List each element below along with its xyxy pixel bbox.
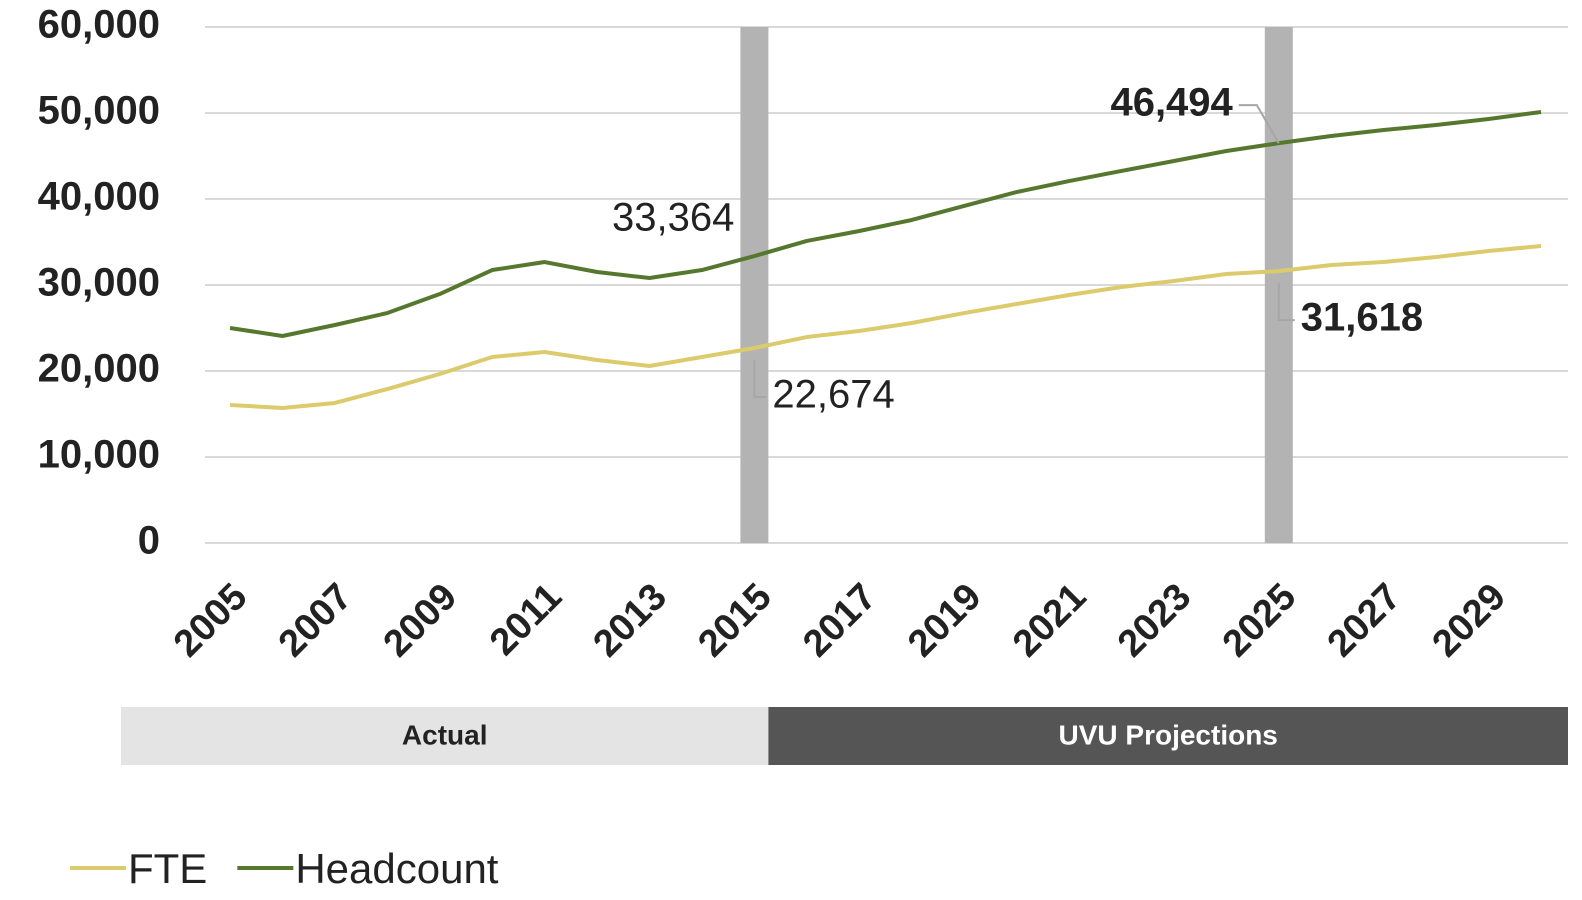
series-line xyxy=(229,244,1542,410)
x-tick-label: 2023 xyxy=(1110,576,1199,665)
leader-line xyxy=(1238,104,1280,144)
x-tick-label: 2017 xyxy=(795,576,884,665)
y-tick-label: 10,000 xyxy=(38,433,160,477)
period-band xyxy=(121,707,769,765)
x-tick-label: 2015 xyxy=(690,576,779,665)
x-tick-label: 2013 xyxy=(585,576,674,665)
period-label: Actual xyxy=(402,719,488,750)
y-tick-label: 60,000 xyxy=(38,3,160,47)
x-tick-label: 2025 xyxy=(1215,576,1304,665)
data-label: 31,618 xyxy=(1301,296,1423,340)
period-band xyxy=(768,707,1568,765)
data-label: 33,364 xyxy=(612,196,734,240)
legend-label: Headcount xyxy=(295,845,498,892)
y-tick-label: 50,000 xyxy=(38,89,160,133)
leader-line xyxy=(1277,283,1295,322)
legend-label: FTE xyxy=(128,845,207,892)
y-tick-label: 30,000 xyxy=(38,261,160,305)
x-tick-label: 2005 xyxy=(166,576,255,665)
leader-line xyxy=(753,360,767,399)
x-tick-label: 2019 xyxy=(900,576,989,665)
x-tick-label: 2027 xyxy=(1320,576,1409,665)
data-label: 22,674 xyxy=(772,373,894,417)
series-line xyxy=(229,109,1542,338)
highlight-column xyxy=(740,27,769,543)
y-tick-label: 40,000 xyxy=(38,175,160,219)
y-tick-label: 0 xyxy=(138,519,160,563)
data-label: 46,494 xyxy=(1110,81,1233,125)
y-tick-label: 20,000 xyxy=(38,347,160,391)
x-tick-label: 2029 xyxy=(1425,576,1514,665)
x-tick-label: 2021 xyxy=(1005,576,1094,665)
x-tick-label: 2009 xyxy=(376,576,465,665)
period-label: UVU Projections xyxy=(1059,719,1278,750)
x-tick-label: 2011 xyxy=(482,576,570,664)
x-tick-label: 2007 xyxy=(271,576,360,665)
